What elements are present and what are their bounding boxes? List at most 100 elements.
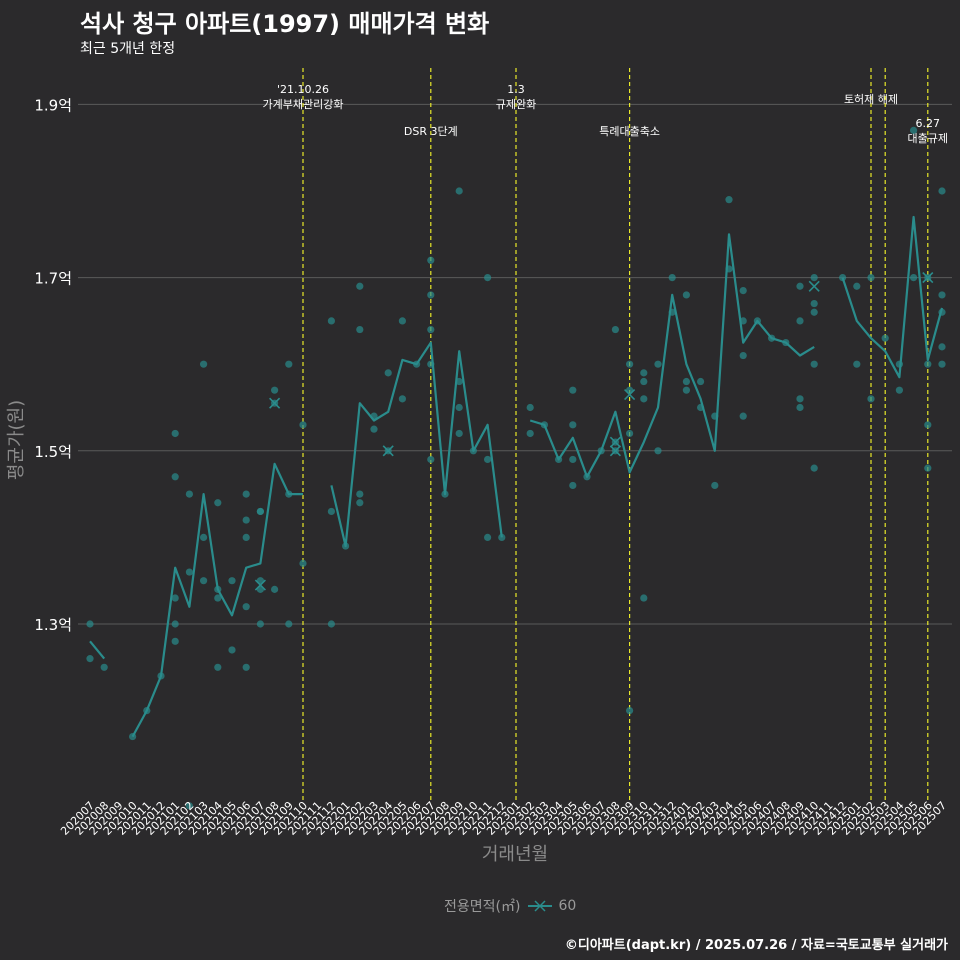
x-marker [609, 436, 621, 448]
data-point [597, 447, 605, 455]
data-point [682, 377, 691, 386]
data-point [555, 455, 563, 464]
data-point [867, 274, 875, 282]
data-point [640, 594, 648, 602]
data-point [171, 620, 179, 628]
data-point [398, 395, 406, 403]
data-point [242, 663, 250, 671]
series-line-segment-0 [89, 640, 106, 660]
data-point [214, 585, 222, 593]
data-point [171, 429, 179, 438]
data-point [157, 672, 165, 680]
policy-label: 1.3 [507, 83, 525, 96]
data-point [640, 395, 648, 403]
data-point [626, 360, 634, 368]
data-point [526, 429, 534, 438]
data-point [256, 507, 264, 516]
axes: 1.3억1.5억1.7억1.9억202007202008202009202010… [6, 96, 949, 865]
data-point [185, 802, 193, 810]
data-points [86, 126, 946, 810]
data-point [342, 542, 350, 550]
data-point [86, 655, 94, 663]
data-point [200, 577, 208, 585]
data-point [427, 455, 435, 464]
x-marker [609, 445, 621, 457]
data-point [356, 325, 364, 334]
data-point [682, 386, 691, 394]
data-point [171, 637, 179, 645]
policy-label: DSR 3단계 [404, 125, 458, 138]
data-point [185, 568, 193, 576]
data-point [356, 282, 364, 290]
data-point [654, 447, 662, 455]
data-point [924, 464, 932, 472]
series-line-segment-2 [330, 341, 503, 548]
data-point [427, 256, 435, 264]
data-point [810, 360, 818, 368]
data-point [256, 620, 264, 628]
data-point [214, 594, 222, 602]
chart-subtitle: 최근 5개년 한정 [80, 41, 176, 57]
grid-lines [78, 103, 952, 625]
data-point [285, 490, 293, 498]
legend-title: 전용면적(㎡) [444, 899, 521, 915]
data-point [469, 447, 477, 455]
data-point [739, 412, 747, 420]
data-point [242, 603, 250, 611]
policy-label: 대출규제 [908, 132, 948, 145]
data-point [384, 369, 392, 377]
data-point [796, 403, 804, 412]
data-point [640, 369, 648, 377]
data-point [938, 187, 946, 195]
data-point [285, 360, 293, 368]
data-point [626, 429, 634, 438]
data-point [427, 325, 435, 334]
data-point [768, 334, 776, 342]
x-markers [254, 272, 934, 591]
data-point [924, 360, 932, 368]
data-point [739, 317, 747, 325]
data-point [697, 377, 705, 386]
data-point [242, 490, 250, 498]
data-point [370, 412, 378, 420]
data-point [711, 481, 719, 490]
x-axis-title: 거래년월 [482, 844, 548, 865]
data-point [682, 291, 691, 299]
data-point [668, 274, 676, 282]
data-point [398, 317, 406, 325]
data-point [228, 577, 236, 585]
data-point [881, 334, 889, 342]
data-point [654, 360, 662, 368]
data-point [185, 490, 193, 498]
data-point [455, 187, 463, 195]
data-point [171, 594, 179, 602]
data-point [455, 377, 463, 386]
policy-label: '21.10.26 [277, 83, 329, 96]
data-point [498, 533, 506, 542]
data-point [427, 291, 435, 299]
series-line-segment-4 [841, 215, 944, 379]
data-point [796, 317, 804, 325]
data-point [455, 429, 463, 438]
data-point [242, 516, 250, 524]
data-point [540, 421, 549, 429]
data-point [569, 481, 577, 490]
y-tick-label: 1.3억 [34, 616, 72, 634]
data-point [413, 360, 421, 368]
data-point [271, 585, 279, 593]
data-point [611, 325, 620, 334]
data-point [299, 421, 307, 429]
data-point [739, 351, 747, 360]
legend: 전용면적(㎡) 60 [444, 896, 576, 916]
legend-item-label: 60 [558, 898, 577, 914]
y-tick-label: 1.7억 [34, 270, 72, 288]
policy-label: 특례대출축소 [599, 125, 660, 138]
data-point [938, 360, 946, 368]
data-point [739, 286, 747, 295]
data-point [796, 282, 804, 290]
data-point [853, 282, 861, 290]
source-caption: ©디아파트(dapt.kr) / 2025.07.26 / 자료=국토교통부 실… [564, 938, 948, 953]
data-point [711, 412, 719, 420]
